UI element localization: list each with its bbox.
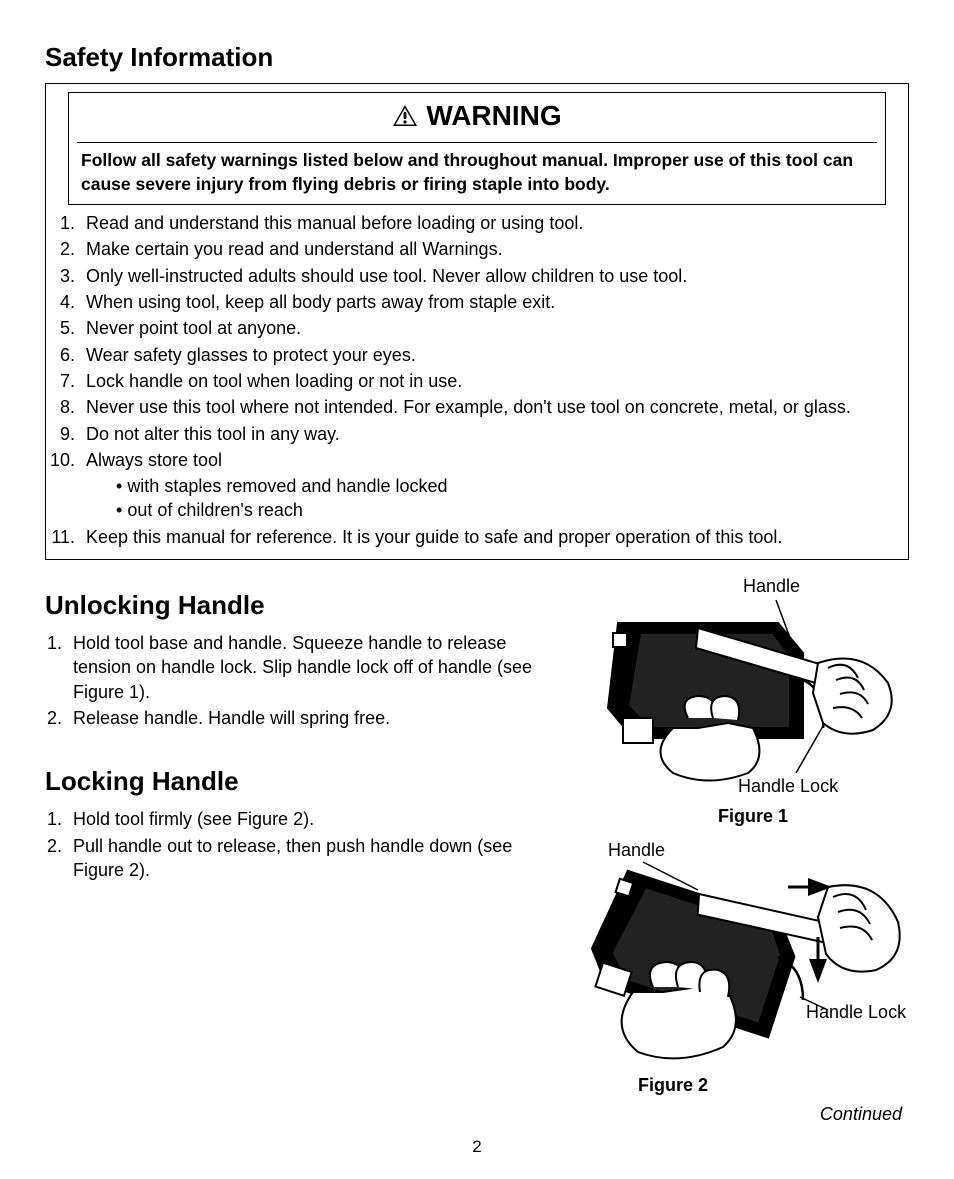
locking-heading: Locking Handle — [45, 764, 560, 799]
page-number: 2 — [45, 1136, 909, 1159]
figure-1: Handle — [578, 578, 908, 798]
safety-item: Only well-instructed adults should use t… — [80, 264, 896, 288]
safety-sub-bullets: with staples removed and handle locked o… — [116, 474, 896, 523]
figure1-handlelock-label: Handle Lock — [738, 774, 838, 798]
figure2-caption: Figure 2 — [638, 1073, 908, 1097]
warning-triangle-icon — [392, 100, 418, 138]
unlocking-step: Hold tool base and handle. Squeeze handl… — [67, 631, 560, 704]
safety-item: Always store tool with staples removed a… — [80, 448, 896, 523]
safety-item: Never point tool at anyone. — [80, 316, 896, 340]
safety-box: WARNING Follow all safety warnings liste… — [45, 83, 909, 560]
figure1-caption: Figure 1 — [718, 804, 908, 828]
safety-item: Make certain you read and understand all… — [80, 237, 896, 261]
safety-heading: Safety Information — [45, 40, 909, 75]
safety-item: Do not alter this tool in any way. — [80, 422, 896, 446]
warning-word: WARNING — [426, 100, 561, 131]
safety-item-text: Always store tool — [86, 450, 222, 470]
figure1-handle-label: Handle — [743, 574, 800, 598]
unlocking-steps: Hold tool base and handle. Squeeze handl… — [45, 631, 560, 730]
continued-label: Continued — [578, 1102, 908, 1126]
safety-item: Keep this manual for reference. It is yo… — [80, 525, 896, 549]
figure-2-illustration — [578, 842, 908, 1067]
safety-sub-item: with staples removed and handle locked — [116, 474, 896, 498]
safety-item: Read and understand this manual before l… — [80, 211, 896, 235]
locking-step: Pull handle out to release, then push ha… — [67, 834, 560, 883]
figure-2: Handle — [578, 842, 908, 1067]
figure2-handlelock-label: Handle Lock — [806, 1000, 906, 1024]
safety-item: When using tool, keep all body parts awa… — [80, 290, 896, 314]
figure2-handle-label: Handle — [608, 838, 665, 862]
warning-box: WARNING Follow all safety warnings liste… — [68, 92, 886, 205]
unlocking-heading: Unlocking Handle — [45, 588, 560, 623]
safety-sub-item: out of children's reach — [116, 498, 896, 522]
locking-step: Hold tool firmly (see Figure 2). — [67, 807, 560, 831]
locking-steps: Hold tool firmly (see Figure 2). Pull ha… — [45, 807, 560, 882]
warning-text: Follow all safety warnings listed below … — [77, 149, 877, 196]
safety-item: Lock handle on tool when loading or not … — [80, 369, 896, 393]
warning-title-row: WARNING — [77, 97, 877, 143]
unlocking-step: Release handle. Handle will spring free. — [67, 706, 560, 730]
safety-item: Never use this tool where not intended. … — [80, 395, 896, 419]
safety-list: Read and understand this manual before l… — [58, 211, 896, 549]
safety-item: Wear safety glasses to protect your eyes… — [80, 343, 896, 367]
figure-1-illustration — [578, 578, 908, 798]
